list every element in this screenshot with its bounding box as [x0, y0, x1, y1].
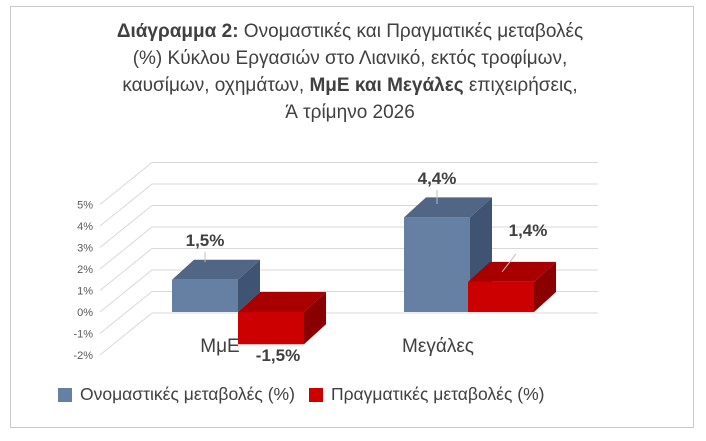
bar-real-1-top [468, 261, 556, 282]
bar-nominal-0 [172, 259, 260, 312]
category-label-0: ΜμΕ [200, 336, 239, 357]
bar-real-0-top [238, 292, 326, 312]
y-tick-label: 4% [77, 221, 93, 233]
title-line3a: καυσίμων, οχημάτων, [122, 75, 310, 96]
title-line2: (%) Κύκλου Εργασιών στο Λιανικό, εκτός τ… [132, 48, 568, 69]
legend-item-real: Πραγματικές μεταβολές (%) [308, 384, 545, 405]
legend-item-nominal: Ονομαστικές μεταβολές (%) [58, 384, 295, 405]
title-line1: Ονομαστικές και Πραγματικές μεταβολές [238, 21, 584, 42]
bar-real-0-side [304, 292, 326, 345]
data-label-nominal-1: 4,4% [418, 169, 457, 188]
legend: Ονομαστικές μεταβολές (%) Πραγματικές με… [58, 384, 558, 405]
y-tick-label: 1% [77, 286, 93, 298]
bar-nominal-0-front [172, 279, 238, 312]
y-tick-label: 5% [77, 200, 93, 212]
y-tick-label: 2% [77, 264, 93, 276]
bar-real-1-side [534, 261, 556, 312]
bar-nominal-0-side [238, 259, 260, 312]
gridline [99, 312, 598, 356]
legend-swatch-real [308, 387, 323, 402]
title-line3b: επιχειρήσεις, [463, 75, 578, 96]
data-label-real-0: -1,5% [256, 346, 300, 365]
y-tick-label: 0% [77, 307, 93, 319]
bar-real-1-front [468, 281, 534, 312]
title-lead: Διάγραμμα 2: [116, 21, 239, 42]
y-tick-label: -2% [73, 350, 93, 362]
legend-swatch-nominal [58, 387, 72, 402]
gridline [99, 183, 598, 227]
bar-nominal-1-front [404, 217, 470, 312]
bar-real-0 [238, 292, 326, 345]
data-label-real-1: 1,4% [509, 221, 548, 240]
data-label-nominal-0: 1,5% [186, 231, 225, 250]
bar-real-1 [468, 261, 556, 312]
legend-label-nominal: Ονομαστικές μεταβολές (%) [80, 384, 295, 404]
chart-frame [10, 6, 694, 428]
bar-nominal-1-top [404, 197, 492, 218]
y-tick-label: 3% [77, 243, 93, 255]
title-line3-bold: ΜμΕ και Μεγάλες [309, 75, 464, 96]
category-label-1: Μεγάλες [402, 336, 474, 357]
y-tick-label: -1% [73, 329, 93, 341]
bar-real-0-front [238, 312, 304, 345]
chart-title: Διάγραμμα 2: Ονομαστικές και Πραγματικές… [90, 18, 610, 126]
legend-label-real: Πραγματικές μεταβολές (%) [330, 384, 545, 404]
bar-nominal-0-top [172, 259, 260, 280]
gridline [99, 162, 598, 205]
label-leader [501, 253, 517, 273]
title-line4: Ά τρίμηνο 2026 [285, 102, 415, 123]
